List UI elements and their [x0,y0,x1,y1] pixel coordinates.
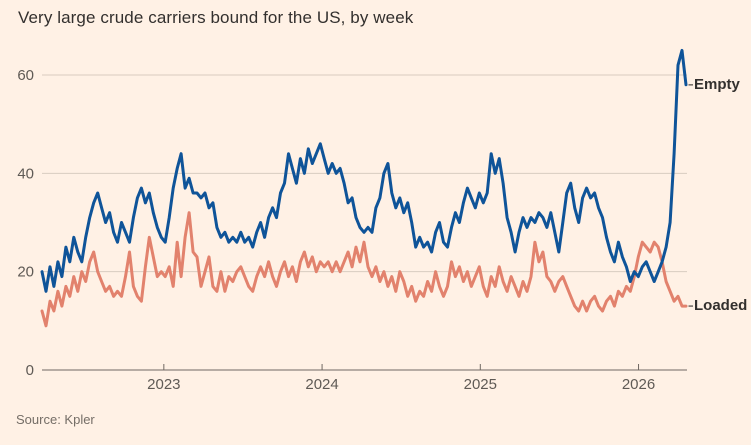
y-tick-label-40: 40 [17,165,34,182]
source-credit: Source: Kpler [16,412,95,427]
chart-title: Very large crude carriers bound for the … [18,8,414,27]
x-tick-label-2026: 2026 [622,376,655,393]
x-tick-label-2023: 2023 [147,376,180,393]
x-tick-label-2024: 2024 [305,376,338,393]
series-label-empty: Empty [694,75,740,93]
x-tick-label-2025: 2025 [464,376,497,393]
series-label-loaded: Loaded [694,297,748,315]
series-line-empty [40,48,688,293]
y-tick-label-20: 20 [17,264,34,281]
series-line-loaded [40,211,688,328]
y-tick-label-60: 60 [17,67,34,84]
y-tick-label-0: 0 [26,362,34,379]
